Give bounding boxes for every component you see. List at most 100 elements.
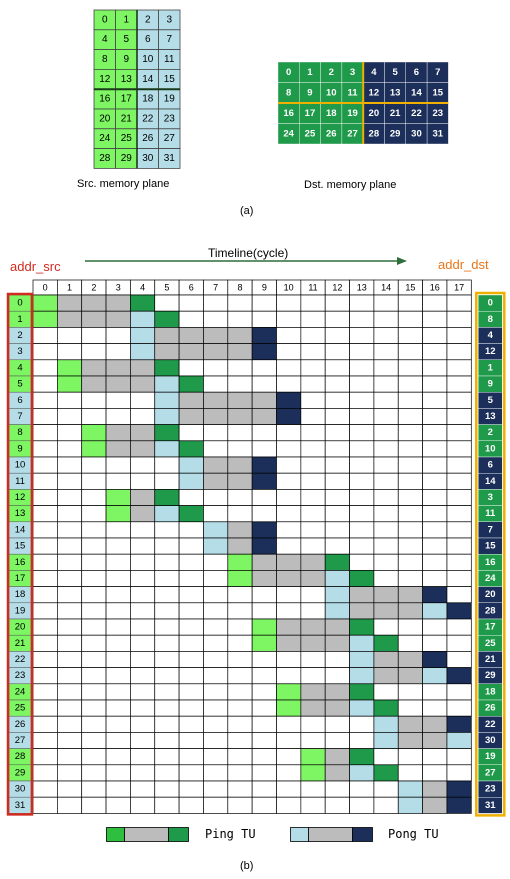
timeline-cell [349,489,375,506]
timeline-cell [105,586,131,604]
timeline-cell [251,651,277,668]
timeline-cell [324,796,350,814]
timeline-cell [154,780,180,798]
timeline-cell [56,715,83,733]
addr-dst-label: 5 [488,395,494,406]
timeline-cell [56,537,83,555]
addr-src-label: 18 [15,589,26,600]
addr-dst-label: 30 [485,735,496,746]
timeline-cell [276,375,302,393]
timeline-cell [154,391,180,409]
timeline-cell [349,375,375,393]
timeline-cell [373,408,399,425]
dst-cell-label: 29 [390,128,401,139]
timeline-cell [227,602,253,620]
src-cell-label: 23 [164,113,176,124]
timeline-cell [397,764,423,782]
timeline-cell [300,375,326,393]
timeline-cell [56,521,83,539]
timeline-cell [373,651,399,668]
timeline-cell [32,667,58,685]
timeline-cell [373,586,399,604]
timeline-cell [373,343,399,361]
timeline-cell [251,472,277,490]
timeline-cell [276,327,302,344]
timeline-cell [300,424,326,442]
timeline-cell [203,602,229,620]
timeline-cell [373,440,399,458]
timeline-cell [81,796,107,814]
src-cell-label: 10 [142,54,154,65]
src-cell-label: 26 [142,133,154,144]
timeline-cell [32,537,58,555]
timeline-cell [300,570,326,587]
dst-cell-label: 16 [283,108,294,119]
timeline-cell [251,424,277,442]
timeline-cell [397,327,423,344]
timeline-cell [251,699,277,717]
figure-label-a: (a) [240,205,254,217]
dst-cell-label: 6 [414,67,419,78]
timeline-cell [105,748,131,766]
addr-dst-label: 26 [485,703,496,714]
timeline-cell [154,667,180,685]
addr-dst-label: 18 [485,686,496,697]
timeline-cell [276,424,302,442]
timeline-cell [130,667,156,685]
timeline-cell [324,505,350,523]
timeline-cell [203,408,229,425]
timeline-cell [422,780,448,798]
timeline-cell [81,570,107,587]
timeline-cell [154,424,180,442]
timeline-cell [227,505,253,523]
cycle-header-label: 5 [164,283,169,293]
addr-dst-label: addr_dst [438,257,489,272]
timeline-cell [276,537,302,555]
src-cell-label: 5 [123,34,129,45]
timeline-cell [154,375,180,393]
dst-cell-label: 26 [326,128,337,139]
timeline-cell [130,456,156,474]
addr-dst-label: 27 [485,767,496,778]
timeline-cell [324,699,350,717]
timeline-cell [422,699,448,717]
timeline-cell [203,472,229,490]
timeline-cell [373,456,399,474]
addr-dst-label: 15 [485,541,496,552]
dst-cell-label: 24 [283,128,294,139]
addr-src-label: addr_src [10,259,61,274]
timeline-cell [81,440,107,458]
timeline-cell [81,602,107,620]
dst-cell-label: 25 [305,128,316,139]
addr-dst-label: 2 [488,427,493,438]
timeline-cell [178,715,204,733]
timeline-cell [81,456,107,474]
timeline-cell [154,294,180,312]
timeline-cell [276,570,302,587]
timeline-cell [300,634,326,652]
timeline-cell [130,310,156,328]
timeline-cell [32,618,58,636]
timeline-cell [251,715,277,733]
timeline-cell [276,715,302,733]
timeline-cell [446,764,472,782]
dst-cell-label: 0 [286,67,291,78]
timeline-cell [105,537,131,555]
timeline-cell [154,748,180,766]
src-cell-label: 8 [102,54,108,65]
timeline-cell [154,732,180,749]
timeline-cell [446,732,472,749]
timeline-cell [324,780,350,798]
timeline-cell [56,440,83,458]
timeline-cell [422,440,448,458]
timeline-cell [32,715,58,733]
timeline-cell [300,391,326,409]
addr-dst-label: 14 [485,476,496,487]
timeline-cell [227,618,253,636]
timeline-cell [397,359,423,377]
addr-dst-label: 7 [488,524,493,535]
addr-src-label: 23 [15,670,26,681]
dst-cell-label: 5 [393,67,399,78]
timeline-cell [105,699,131,717]
timeline-cell [324,327,350,344]
